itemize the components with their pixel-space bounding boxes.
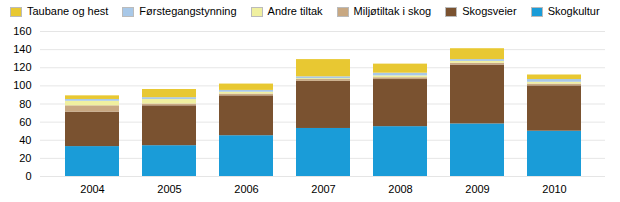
html-text:Andre tiltak: Andre tiltak xyxy=(267,5,323,17)
svg-text:2010: 2010 xyxy=(542,183,566,195)
html-text:Skogsveier: Skogsveier xyxy=(462,5,517,17)
svg-text:2009: 2009 xyxy=(465,183,489,195)
svg-text:80: 80 xyxy=(19,98,31,110)
svg-text:0: 0 xyxy=(25,170,31,182)
svg-text:160: 160 xyxy=(13,25,31,37)
html-text:Skogkultur: Skogkultur xyxy=(547,5,600,17)
svg-text:20: 20 xyxy=(19,152,31,164)
svg-text:2004: 2004 xyxy=(80,183,104,195)
svg-text:2007: 2007 xyxy=(311,183,335,195)
svg-text:2005: 2005 xyxy=(157,183,181,195)
svg-text:140: 140 xyxy=(13,43,31,55)
svg-text:120: 120 xyxy=(13,61,31,73)
html-text:Førstegangstynning: Førstegangstynning xyxy=(139,5,237,17)
svg-text:2008: 2008 xyxy=(388,183,412,195)
svg-text:60: 60 xyxy=(19,116,31,128)
html-text:Taubane og hest: Taubane og hest xyxy=(27,5,109,17)
svg-text:2006: 2006 xyxy=(234,183,258,195)
svg-text:100: 100 xyxy=(13,79,31,91)
svg-text:40: 40 xyxy=(19,134,31,146)
html-text:Miljøtiltak i skog: Miljøtiltak i skog xyxy=(353,5,432,17)
